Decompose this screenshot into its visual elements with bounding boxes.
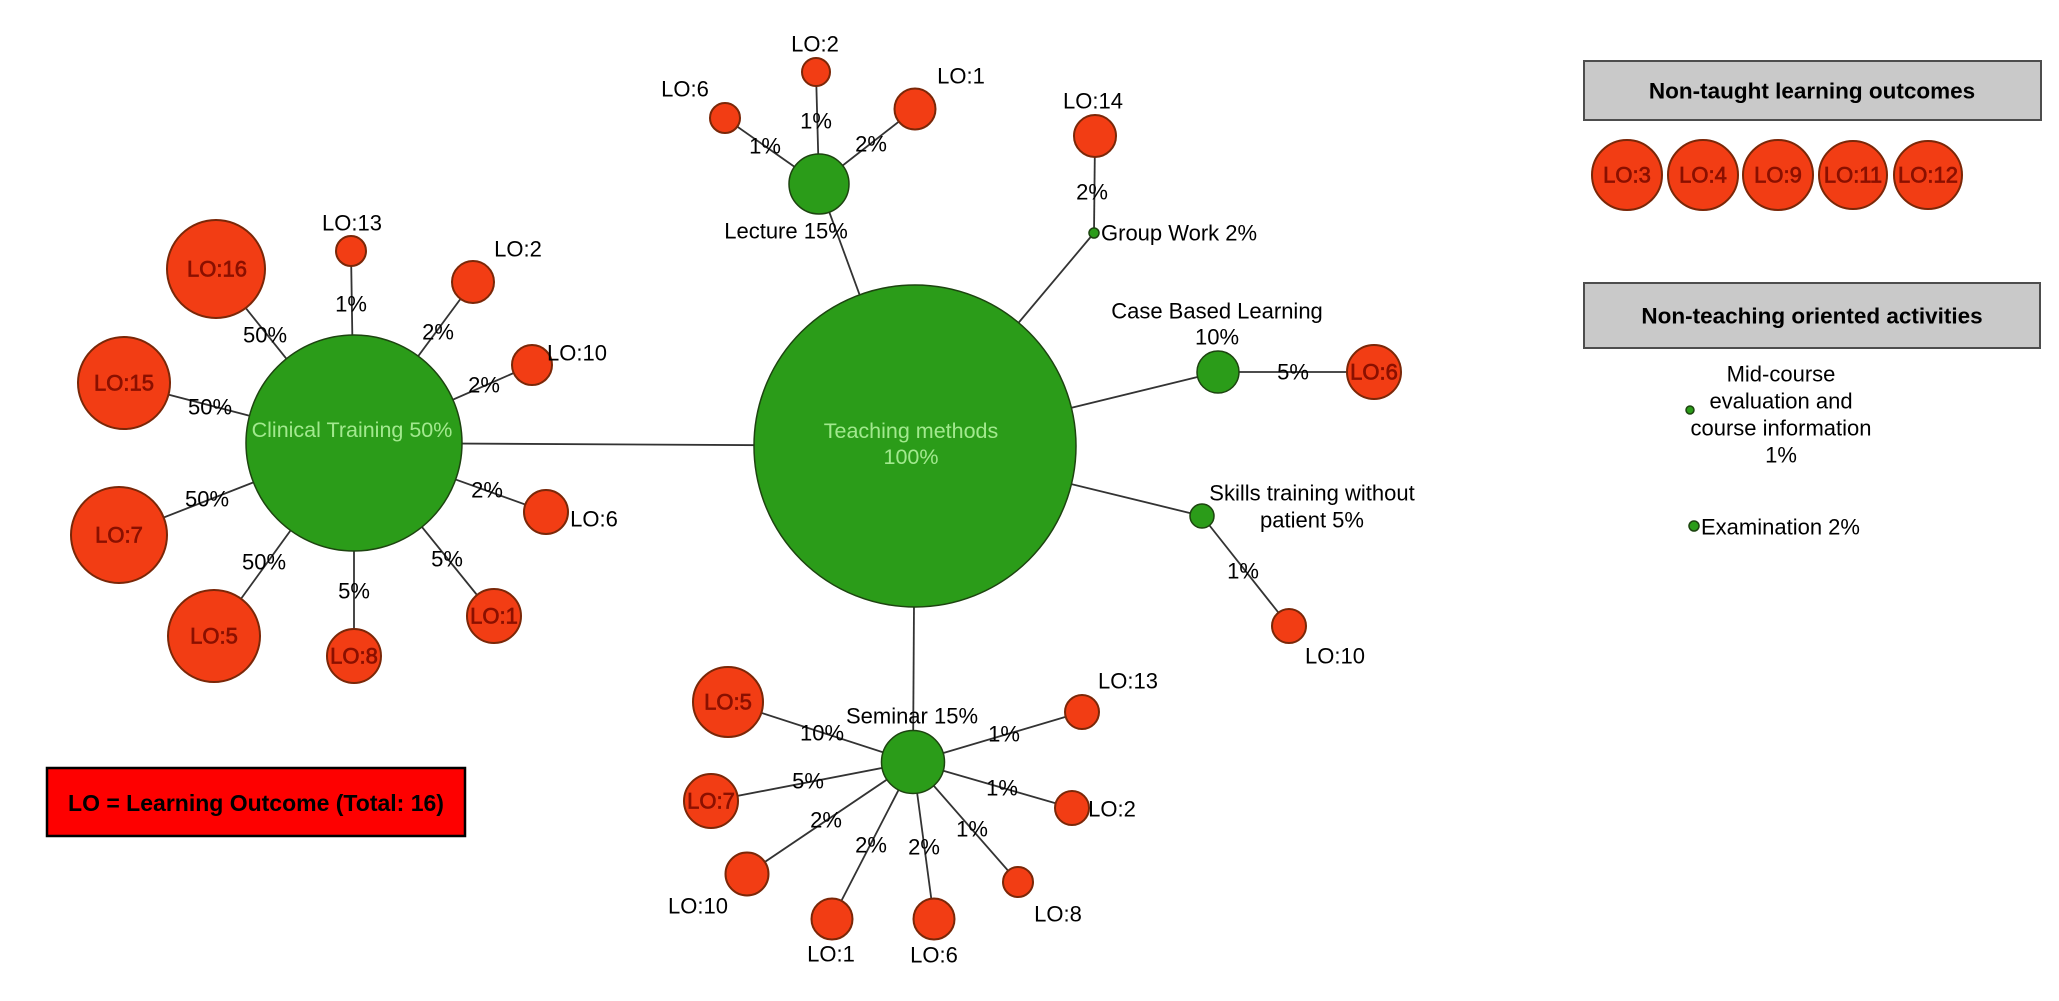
svg-text:1%: 1% [986,776,1018,801]
svg-text:Seminar 15%: Seminar 15% [846,704,978,729]
svg-text:5%: 5% [792,769,824,794]
svg-text:2%: 2% [471,478,503,503]
svg-text:5%: 5% [1277,360,1309,385]
svg-text:LO:13: LO:13 [322,211,382,236]
svg-text:Group Work 2%: Group Work 2% [1101,221,1257,246]
svg-text:50%: 50% [188,395,232,420]
svg-text:LO:11: LO:11 [1824,163,1882,188]
svg-text:LO:13: LO:13 [1098,669,1158,694]
svg-text:LO = Learning Outcome (Total:: LO = Learning Outcome (Total: 16) [68,790,444,816]
svg-text:2%: 2% [855,132,887,157]
svg-text:Clinical Training 50%: Clinical Training 50% [252,418,453,442]
svg-text:50%: 50% [243,323,287,348]
svg-text:LO:2: LO:2 [791,32,839,57]
svg-text:LO:6: LO:6 [570,507,618,532]
svg-text:5%: 5% [431,547,463,572]
svg-text:2%: 2% [422,320,454,345]
svg-text:patient 5%: patient 5% [1260,508,1364,533]
svg-text:LO:1: LO:1 [807,942,855,967]
svg-text:1%: 1% [335,292,367,317]
svg-text:1%: 1% [988,722,1020,747]
svg-text:LO:1: LO:1 [470,604,518,629]
svg-text:LO:7: LO:7 [95,523,143,548]
svg-text:Case Based Learning: Case Based Learning [1111,299,1323,324]
svg-text:LO:3: LO:3 [1603,163,1651,188]
svg-text:LO:14: LO:14 [1063,89,1123,114]
svg-text:1%: 1% [1227,559,1259,584]
svg-text:10%: 10% [800,721,844,746]
svg-text:Non-taught learning outcomes: Non-taught learning outcomes [1649,79,1975,104]
svg-text:evaluation and: evaluation and [1709,389,1852,414]
svg-text:LO:10: LO:10 [668,894,728,919]
svg-text:LO:1: LO:1 [937,64,985,89]
svg-text:LO:6: LO:6 [910,943,958,968]
svg-text:2%: 2% [1076,180,1108,205]
svg-text:Lecture 15%: Lecture 15% [724,219,848,244]
svg-text:1%: 1% [749,134,781,159]
svg-text:2%: 2% [810,808,842,833]
svg-text:Skills training without: Skills training without [1209,481,1414,506]
svg-text:LO:10: LO:10 [1305,644,1365,669]
svg-text:LO:16: LO:16 [187,257,247,282]
svg-text:LO:8: LO:8 [330,644,378,669]
svg-text:LO:2: LO:2 [494,237,542,262]
svg-text:LO:9: LO:9 [1754,163,1802,188]
svg-text:Mid-course: Mid-course [1727,362,1836,387]
svg-text:LO:12: LO:12 [1898,163,1958,188]
svg-text:100%: 100% [884,445,939,469]
svg-text:1%: 1% [800,109,832,134]
svg-text:Non-teaching oriented activiti: Non-teaching oriented activities [1641,304,1982,329]
svg-text:LO:15: LO:15 [94,371,154,396]
svg-text:2%: 2% [468,373,500,398]
svg-text:2%: 2% [855,833,887,858]
svg-text:LO:6: LO:6 [661,77,709,102]
svg-text:LO:2: LO:2 [1088,797,1136,822]
svg-text:50%: 50% [242,550,286,575]
svg-text:LO:8: LO:8 [1034,902,1082,927]
svg-text:Teaching methods: Teaching methods [824,419,999,443]
svg-text:LO:5: LO:5 [190,624,238,649]
svg-text:Examination 2%: Examination 2% [1701,515,1860,540]
svg-text:1%: 1% [956,817,988,842]
svg-text:LO:6: LO:6 [1350,360,1398,385]
svg-text:LO:7: LO:7 [687,789,735,814]
svg-text:5%: 5% [338,579,370,604]
svg-text:LO:10: LO:10 [547,341,607,366]
svg-text:LO:5: LO:5 [704,690,752,715]
svg-text:10%: 10% [1195,325,1239,350]
svg-text:2%: 2% [908,835,940,860]
svg-text:course information: course information [1691,416,1872,441]
svg-text:1%: 1% [1765,443,1797,468]
svg-text:LO:4: LO:4 [1679,163,1727,188]
svg-text:50%: 50% [185,487,229,512]
